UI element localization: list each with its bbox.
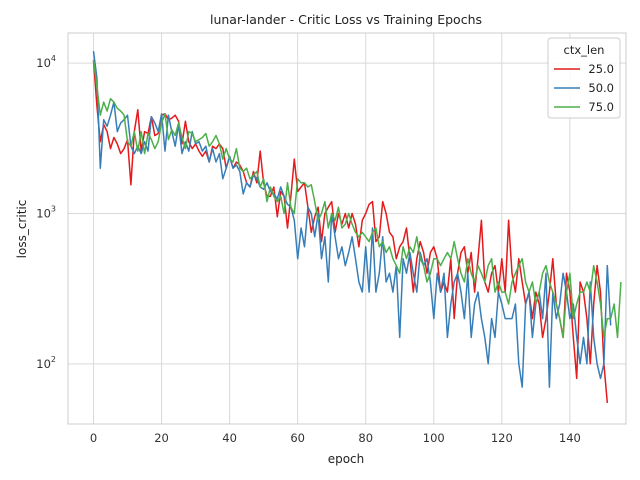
x-tick-label: 100 xyxy=(423,431,445,445)
y-tick-label: 103 xyxy=(36,204,56,220)
series-layer xyxy=(92,51,622,403)
x-axis-ticks: 0 20 40 60 80 100 120 140 xyxy=(90,431,581,445)
series-line-75.0 xyxy=(92,59,622,339)
x-axis-label: epoch xyxy=(328,452,365,466)
legend-entries: 25.0 50.0 75.0 xyxy=(554,62,614,114)
x-tick-label: 120 xyxy=(491,431,513,445)
series-line-50.0 xyxy=(92,51,612,388)
y-tick-label: 102 xyxy=(36,355,56,371)
y-tick-base: 10 xyxy=(36,56,51,70)
x-tick-label: 40 xyxy=(222,431,237,445)
legend: ctx_len 25.0 50.0 75.0 xyxy=(547,37,621,119)
y-tick-exponent: 2 xyxy=(51,355,56,364)
x-tick-label: 20 xyxy=(154,431,169,445)
x-tick-label: 60 xyxy=(290,431,305,445)
y-tick-exponent: 3 xyxy=(51,204,56,213)
legend-label-50.0: 50.0 xyxy=(588,81,614,95)
y-tick-base: 10 xyxy=(36,357,51,371)
chart-title: lunar-lander - Critic Loss vs Training E… xyxy=(210,12,482,27)
x-tick-label: 80 xyxy=(358,431,373,445)
legend-label-25.0: 25.0 xyxy=(588,62,614,76)
y-axis-label: loss_critic xyxy=(15,200,29,259)
y-tick-base: 10 xyxy=(36,206,51,220)
x-tick-label: 140 xyxy=(559,431,581,445)
legend-box xyxy=(547,37,621,119)
legend-title: ctx_len xyxy=(564,43,605,57)
plot-frame xyxy=(67,32,627,425)
x-tick-label: 0 xyxy=(90,431,97,445)
y-tick-label: 104 xyxy=(36,54,56,70)
legend-label-75.0: 75.0 xyxy=(588,100,614,114)
y-tick-exponent: 4 xyxy=(51,54,56,63)
